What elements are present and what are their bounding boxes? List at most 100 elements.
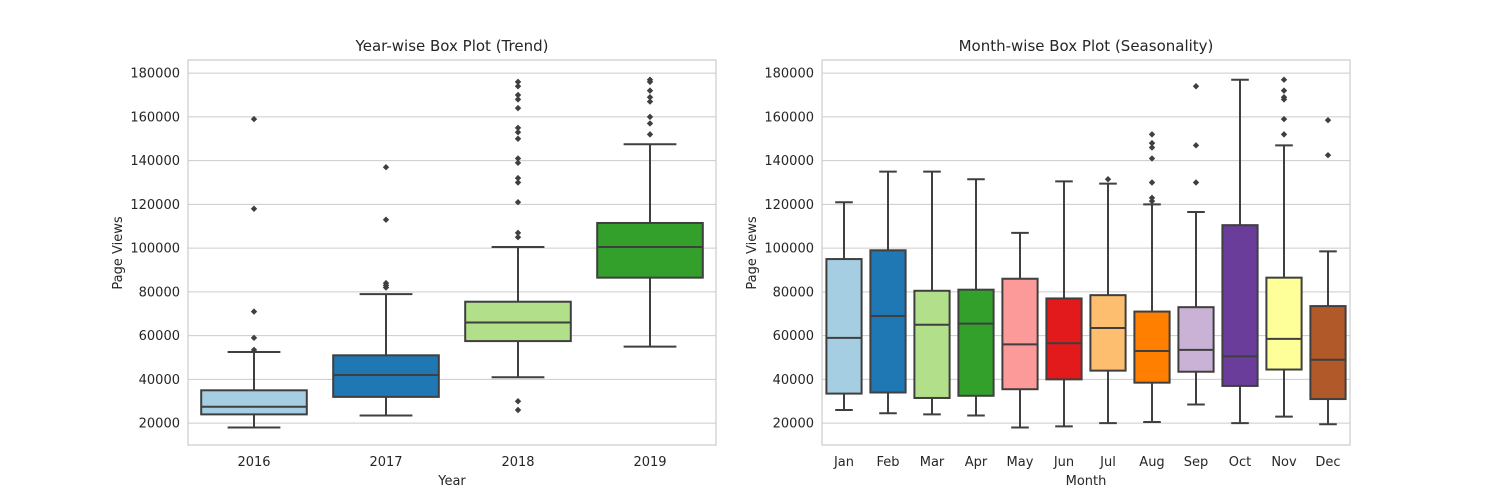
- outlier-point: [1280, 115, 1288, 123]
- y-tick-label: 80000: [773, 285, 814, 300]
- outlier-point: [1148, 131, 1156, 138]
- box-mar: [913, 170, 951, 416]
- iqr-box: [869, 249, 907, 394]
- y-tick-label: 100000: [130, 242, 180, 257]
- x-tick-label: Nov: [1271, 455, 1297, 470]
- iqr-box: [1221, 224, 1259, 387]
- outlier-point: [514, 83, 522, 90]
- outlier-point: [1148, 179, 1156, 186]
- outlier-point: [514, 104, 522, 112]
- axes-frame: [187, 59, 717, 446]
- outlier-point: [514, 96, 522, 103]
- iqr-box: [596, 221, 704, 279]
- outlier-point: [646, 87, 654, 94]
- outlier-point: [1148, 194, 1156, 202]
- outlier-point: [250, 115, 258, 123]
- iqr-box: [332, 354, 440, 398]
- gridlines: [188, 72, 716, 424]
- x-tick-labels: Jan Feb Mar Apr May Jun Jul Aug Sep Oct Nov Dec: [833, 455, 1341, 470]
- month-wise-boxplot-panel: 20000 40000 60000 80000 100000 120000 140000 16…: [745, 37, 1351, 489]
- box-jan: [825, 201, 863, 411]
- y-axis-label: Page Views: [111, 216, 126, 289]
- outlier-point: [1280, 96, 1288, 103]
- outlier-point: [646, 120, 654, 127]
- y-tick-labels: 20000 40000 60000 80000 100000 120000 140000 16…: [130, 67, 180, 432]
- x-tick-label: 2018: [501, 455, 534, 470]
- outlier-point: [1280, 76, 1288, 83]
- y-tick-label: 120000: [764, 198, 814, 213]
- box-2018: [464, 78, 572, 414]
- outlier-point: [1148, 197, 1156, 205]
- box-oct: [1221, 78, 1259, 425]
- y-tick-label: 180000: [764, 67, 814, 82]
- outlier-point: [1148, 139, 1156, 147]
- y-tick-labels: 20000 40000 60000 80000 100000 120000 140000 16…: [764, 67, 814, 432]
- x-tick-label: Jul: [1099, 455, 1116, 470]
- x-axis-label: Month: [1066, 474, 1107, 489]
- outlier-point: [646, 93, 654, 101]
- box-nov: [1265, 76, 1303, 418]
- outlier-point: [1148, 155, 1156, 162]
- outlier-point: [1104, 176, 1112, 183]
- outlier-point: [1192, 142, 1200, 149]
- x-tick-label: Jan: [833, 455, 854, 470]
- box-apr: [957, 178, 995, 417]
- axes-frame: [821, 59, 1351, 446]
- outlier-point: [1324, 151, 1332, 159]
- iqr-box: [1001, 277, 1039, 391]
- x-tick-label: 2019: [633, 455, 666, 470]
- y-tick-label: 40000: [773, 373, 814, 388]
- y-tick-label: 140000: [130, 154, 180, 169]
- outlier-point: [514, 406, 522, 414]
- outlier-point: [646, 98, 654, 105]
- x-tick-label: Sep: [1184, 455, 1209, 470]
- y-tick-label: 60000: [773, 329, 814, 344]
- iqr-box: [913, 289, 951, 399]
- y-tick-label: 80000: [139, 285, 180, 300]
- x-tick-label: 2017: [369, 455, 402, 470]
- outlier-point: [250, 334, 258, 342]
- iqr-box: [1089, 294, 1127, 372]
- y-tick-label: 120000: [130, 198, 180, 213]
- outlier-point: [250, 205, 258, 212]
- outlier-point: [514, 179, 522, 186]
- y-tick-label: 20000: [773, 417, 814, 432]
- y-tick-label: 40000: [139, 373, 180, 388]
- outlier-point: [514, 174, 522, 182]
- box-2016: [200, 115, 308, 429]
- outlier-point: [514, 78, 522, 86]
- outlier-point: [514, 155, 522, 162]
- y-axis-label: Page Views: [745, 216, 760, 289]
- y-tick-label: 60000: [139, 329, 180, 344]
- outlier-point: [514, 124, 522, 132]
- x-tick-label: Oct: [1229, 455, 1251, 470]
- outlier-point: [514, 198, 522, 206]
- x-axis-label: Year: [437, 474, 466, 489]
- outlier-point: [1324, 116, 1332, 124]
- iqr-box: [957, 288, 995, 397]
- plot-area: [822, 60, 1350, 445]
- outlier-point: [250, 308, 258, 315]
- x-tick-label: Apr: [965, 455, 988, 470]
- y-tick-label: 140000: [764, 154, 814, 169]
- y-tick-label: 100000: [764, 242, 814, 257]
- outlier-point: [1280, 131, 1288, 138]
- chart-title: Year-wise Box Plot (Trend): [355, 37, 549, 55]
- iqr-box: [1309, 305, 1347, 401]
- box-jun: [1045, 180, 1083, 428]
- iqr-box: [464, 300, 572, 343]
- outlier-point: [1280, 87, 1288, 94]
- x-tick-label: 2016: [237, 455, 270, 470]
- outlier-point: [646, 113, 654, 121]
- y-tick-label: 180000: [130, 67, 180, 82]
- year-wise-boxplot-panel: 20000 40000 60000 80000 100000 120000 140000 16…: [111, 37, 717, 489]
- outlier-point: [514, 135, 522, 142]
- x-tick-labels: 2016 2017 2018 2019: [237, 455, 666, 470]
- iqr-box: [825, 258, 863, 395]
- y-tick-label: 160000: [764, 110, 814, 125]
- outlier-point: [1148, 144, 1156, 151]
- outlier-point: [250, 346, 258, 354]
- outlier-point: [382, 216, 390, 223]
- outlier-point: [514, 398, 522, 405]
